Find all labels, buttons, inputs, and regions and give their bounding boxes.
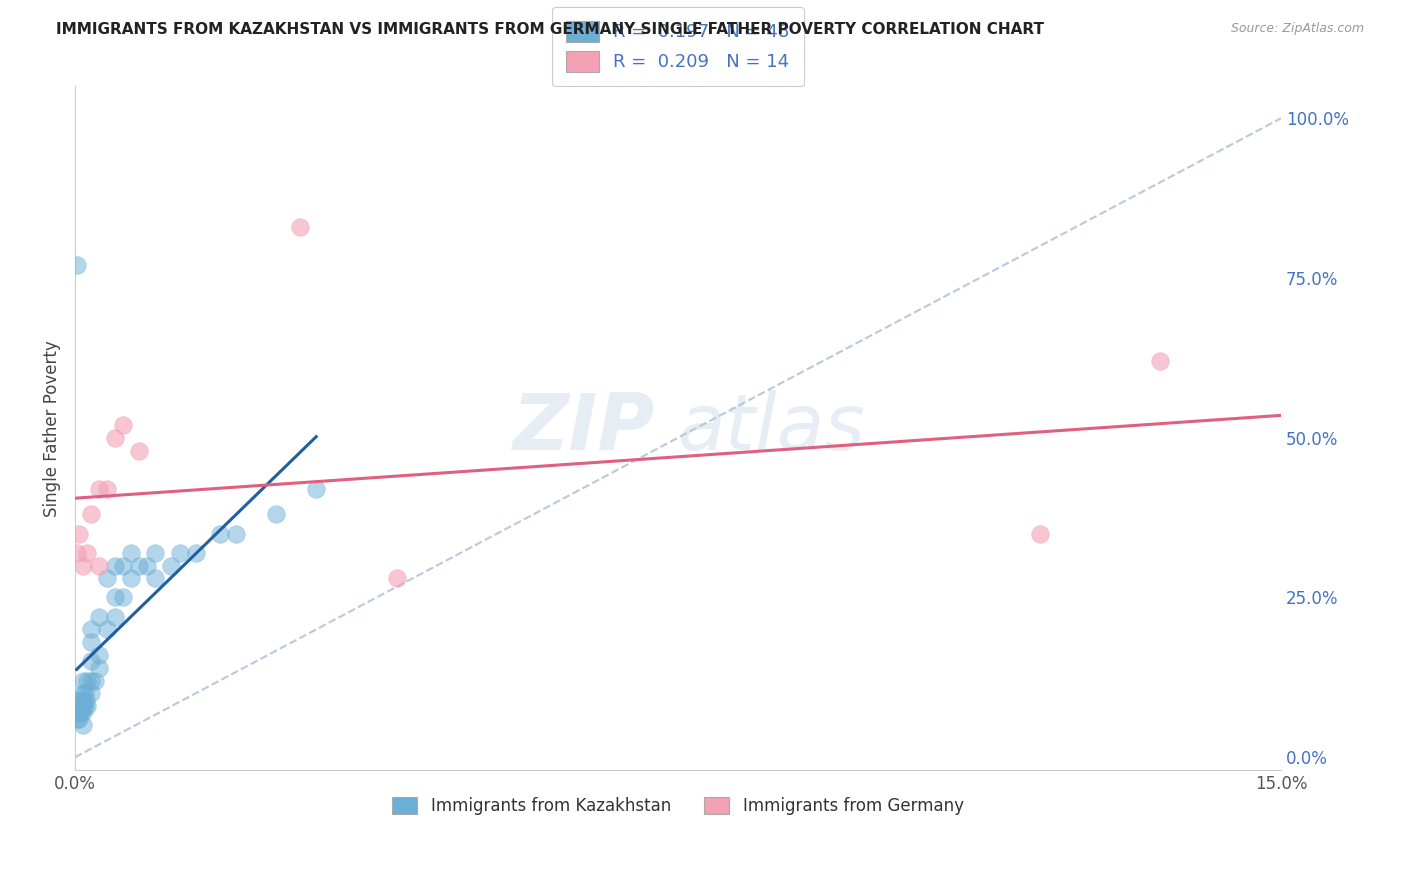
Point [96, 623, 118, 637]
Point [264, 508, 287, 522]
Point [72, 699, 94, 714]
Point [65, 712, 87, 726]
Point [66, 699, 89, 714]
Point [76, 546, 98, 560]
Point [80, 635, 103, 649]
Point [89, 661, 111, 675]
Point [80, 673, 103, 688]
Point [1029, 526, 1052, 541]
Point [89, 482, 111, 496]
Point [145, 571, 167, 585]
Point [169, 546, 191, 560]
Point [120, 571, 142, 585]
Point [72, 686, 94, 700]
Point [208, 526, 231, 541]
Point [128, 443, 150, 458]
Point [67, 706, 90, 720]
Point [69, 699, 91, 714]
Point [128, 558, 150, 573]
Point [288, 219, 311, 234]
Point [89, 648, 111, 662]
Point [76, 699, 98, 714]
Point [145, 546, 167, 560]
Point [72, 558, 94, 573]
Point [1149, 354, 1171, 368]
Point [104, 431, 127, 445]
Point [69, 706, 91, 720]
Point [70, 692, 93, 706]
Point [112, 591, 135, 605]
Point [225, 526, 247, 541]
Point [75, 686, 97, 700]
Point [96, 571, 118, 585]
Point [305, 482, 328, 496]
Point [104, 609, 127, 624]
Point [385, 571, 408, 585]
Point [67, 526, 90, 541]
Legend: Immigrants from Kazakhstan, Immigrants from Germany: Immigrants from Kazakhstan, Immigrants f… [384, 789, 972, 823]
Point [160, 558, 183, 573]
Point [104, 591, 127, 605]
Point [67, 712, 90, 726]
Point [184, 546, 207, 560]
Text: Source: ZipAtlas.com: Source: ZipAtlas.com [1230, 22, 1364, 36]
Point [89, 609, 111, 624]
Point [66, 546, 89, 560]
Y-axis label: Single Father Poverty: Single Father Poverty [44, 340, 60, 516]
Point [112, 558, 135, 573]
Point [80, 623, 103, 637]
Point [104, 558, 127, 573]
Text: IMMIGRANTS FROM KAZAKHSTAN VS IMMIGRANTS FROM GERMANY SINGLE FATHER POVERTY CORR: IMMIGRANTS FROM KAZAKHSTAN VS IMMIGRANTS… [56, 22, 1045, 37]
Text: ZIP: ZIP [512, 390, 654, 467]
Point [80, 654, 103, 668]
Point [72, 718, 94, 732]
Point [112, 417, 135, 432]
Text: atlas: atlas [678, 390, 866, 467]
Point [67, 692, 90, 706]
Point [89, 558, 111, 573]
Point [84, 673, 107, 688]
Point [70, 706, 93, 720]
Point [72, 673, 94, 688]
Point [72, 706, 94, 720]
Point [76, 673, 98, 688]
Point [136, 558, 159, 573]
Point [80, 686, 103, 700]
Point [120, 546, 142, 560]
Point [65, 258, 87, 272]
Point [75, 692, 97, 706]
Point [80, 508, 103, 522]
Point [96, 482, 118, 496]
Point [73, 699, 96, 714]
